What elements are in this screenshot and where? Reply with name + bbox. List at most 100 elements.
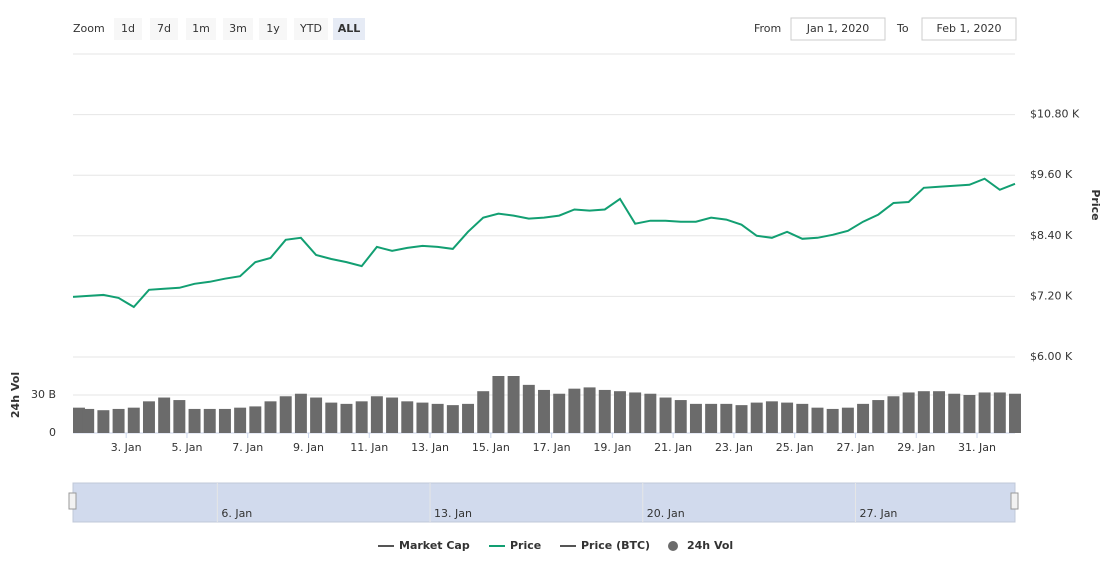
volume-bar xyxy=(370,396,383,433)
zoom-button-label[interactable]: 1y xyxy=(266,22,280,35)
zoom-button[interactable] xyxy=(186,18,216,40)
volume-bar xyxy=(492,376,505,433)
volume-bar xyxy=(416,402,429,433)
zoom-button[interactable] xyxy=(259,18,287,40)
y-tick-label: $6.00 K xyxy=(1030,350,1073,363)
y2-axis-title: 24h Vol xyxy=(9,372,22,418)
legend-label[interactable]: Market Cap xyxy=(399,539,470,552)
x-tick-label: 29. Jan xyxy=(897,441,935,454)
y-tick-label: $10.80 K xyxy=(1030,108,1080,121)
x-tick-label: 31. Jan xyxy=(958,441,996,454)
volume-bar xyxy=(507,376,520,433)
volume-bar xyxy=(462,403,475,433)
x-tick-label: 25. Jan xyxy=(776,441,814,454)
x-tick-label: 15. Jan xyxy=(472,441,510,454)
volume-bar xyxy=(188,408,201,433)
volume-bar xyxy=(355,401,368,433)
zoom-button[interactable] xyxy=(223,18,253,40)
zoom-button-label[interactable]: 3m xyxy=(229,22,247,35)
navigator-tick-label: 20. Jan xyxy=(647,507,685,520)
volume-bar xyxy=(446,405,459,433)
volume-bar xyxy=(841,407,854,433)
from-value[interactable]: Jan 1, 2020 xyxy=(806,22,869,35)
zoom-button-label[interactable]: 1d xyxy=(121,22,135,35)
volume-bar xyxy=(386,397,399,433)
navigator-handle[interactable] xyxy=(68,492,77,510)
volume-bar xyxy=(811,407,824,433)
volume-bar xyxy=(887,396,900,433)
zoom-button-label[interactable]: 1m xyxy=(192,22,210,35)
volume-bar xyxy=(613,391,626,433)
navigator-tick-label: 6. Jan xyxy=(221,507,252,520)
volume-bar xyxy=(431,403,444,433)
volume-bar xyxy=(234,407,247,433)
volume-bar xyxy=(902,392,915,433)
volume-bar xyxy=(781,402,794,433)
volume-bar xyxy=(917,391,930,433)
zoom-button[interactable] xyxy=(114,18,142,40)
volume-bar xyxy=(538,389,550,433)
volume-bar xyxy=(872,400,885,433)
volume-bar xyxy=(522,384,535,433)
y-tick-label: $8.40 K xyxy=(1030,229,1073,242)
zoom-button-label[interactable]: YTD xyxy=(299,22,322,35)
x-tick-label: 19. Jan xyxy=(593,441,631,454)
volume-bar xyxy=(583,387,596,433)
navigator-tick-label: 13. Jan xyxy=(434,507,472,520)
volume-bar xyxy=(73,407,85,433)
y-tick-label: $9.60 K xyxy=(1030,168,1073,181)
volume-bar xyxy=(173,400,186,433)
volume-bar xyxy=(750,402,763,433)
navigator-handle[interactable] xyxy=(1010,492,1019,510)
x-tick-label: 23. Jan xyxy=(715,441,753,454)
zoom-button[interactable] xyxy=(150,18,178,40)
volume-bar xyxy=(568,388,581,433)
legend-label[interactable]: Price (BTC) xyxy=(581,539,650,552)
volume-bar xyxy=(644,393,657,433)
y2-tick-label: 30 B xyxy=(31,388,56,401)
from-input[interactable] xyxy=(790,17,886,41)
y2-tick-label: 0 xyxy=(49,426,56,439)
zoom-button[interactable] xyxy=(294,18,328,40)
volume-bar xyxy=(948,393,961,433)
volume-bar xyxy=(477,391,490,433)
to-value[interactable]: Feb 1, 2020 xyxy=(937,22,1002,35)
to-input[interactable] xyxy=(921,17,1017,41)
y-tick-label: $7.20 K xyxy=(1030,289,1073,302)
volume-bar xyxy=(264,401,277,433)
volume-bar xyxy=(1009,393,1021,433)
zoom-label: Zoom xyxy=(73,22,105,35)
navigator-tick-label: 27. Jan xyxy=(859,507,897,520)
legend-marker[interactable] xyxy=(668,541,678,551)
y-axis-title: Price xyxy=(1089,189,1102,220)
volume-bar xyxy=(857,403,870,433)
legend-label[interactable]: Price xyxy=(510,539,541,552)
volume-bar xyxy=(689,403,702,433)
x-tick-label: 11. Jan xyxy=(350,441,388,454)
x-tick-label: 3. Jan xyxy=(111,441,142,454)
zoom-button[interactable] xyxy=(333,18,365,40)
volume-bar xyxy=(203,408,216,433)
volume-bar xyxy=(674,400,687,433)
volume-bar xyxy=(629,392,642,433)
x-tick-label: 17. Jan xyxy=(533,441,571,454)
volume-bar xyxy=(97,410,110,433)
volume-bar xyxy=(158,397,171,433)
volume-bar xyxy=(963,395,976,433)
volume-bar xyxy=(325,402,338,433)
x-tick-label: 13. Jan xyxy=(411,441,449,454)
volume-bar xyxy=(310,397,323,433)
legend-label[interactable]: 24h Vol xyxy=(687,539,733,552)
x-tick-label: 21. Jan xyxy=(654,441,692,454)
volume-bar xyxy=(705,403,718,433)
volume-bar xyxy=(765,401,778,433)
x-tick-label: 7. Jan xyxy=(232,441,263,454)
zoom-button-label[interactable]: 7d xyxy=(157,22,171,35)
volume-bar xyxy=(598,389,611,433)
volume-bar xyxy=(659,397,672,433)
volume-bar xyxy=(279,396,292,433)
zoom-button-label[interactable]: ALL xyxy=(338,22,361,35)
